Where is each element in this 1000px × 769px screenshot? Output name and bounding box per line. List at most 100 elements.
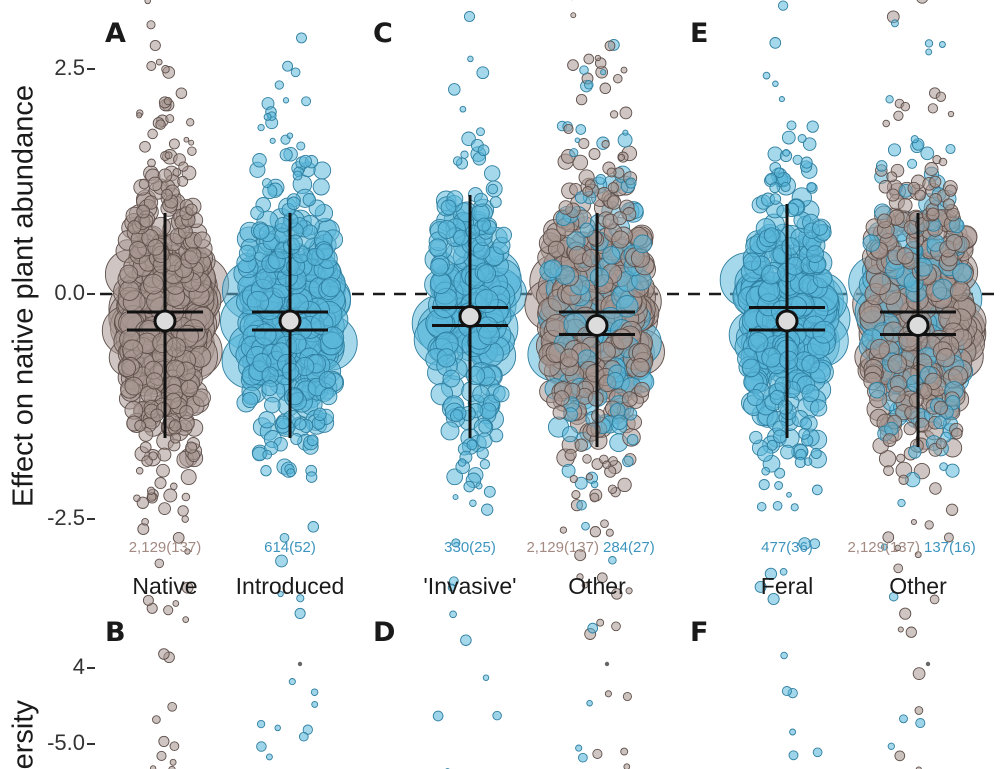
data-point (933, 415, 947, 430)
sample-count: 2,129(137) (526, 539, 599, 556)
data-point (574, 476, 588, 490)
data-point (579, 222, 594, 237)
data-point (436, 348, 457, 368)
data-point (604, 690, 612, 698)
data-point (279, 148, 293, 162)
data-point (920, 146, 935, 161)
data-point (888, 385, 906, 404)
data-point (178, 161, 189, 172)
data-point (156, 463, 170, 478)
data-point (257, 123, 265, 132)
data-point (286, 333, 307, 354)
data-point (945, 143, 956, 155)
data-point (142, 594, 154, 606)
data-point (767, 592, 780, 606)
data-point (779, 567, 788, 576)
data-point (945, 234, 963, 251)
data-point (926, 207, 940, 221)
data-point (578, 752, 588, 763)
data-point (128, 241, 147, 260)
data-point (321, 326, 345, 350)
data-point (460, 634, 472, 646)
mean-point (906, 314, 930, 337)
data-point (802, 137, 817, 151)
data-point (887, 742, 895, 750)
data-point (914, 551, 922, 559)
data-point (141, 517, 149, 526)
data-point (302, 193, 316, 207)
data-point (149, 765, 157, 769)
data-point (479, 459, 491, 470)
data-point (183, 136, 190, 143)
data-point (620, 66, 628, 74)
category-label: Introduced (236, 573, 345, 599)
data-point (169, 741, 180, 752)
data-point (155, 119, 166, 130)
data-point (887, 354, 908, 374)
data-point (869, 273, 892, 295)
data-point (590, 480, 599, 489)
data-point (799, 417, 813, 430)
data-point (177, 505, 189, 517)
data-point (567, 59, 579, 71)
data-point (298, 731, 309, 742)
data-point (894, 544, 902, 552)
data-point (290, 432, 303, 446)
mean-point (585, 314, 609, 337)
data-point (481, 503, 494, 516)
data-point (170, 482, 178, 491)
data-point (296, 141, 306, 151)
data-point (574, 137, 581, 143)
mean-point (775, 309, 799, 333)
data-point (475, 482, 483, 490)
data-point (575, 93, 588, 106)
data-point (746, 388, 764, 407)
data-point (437, 220, 457, 240)
data-point (574, 438, 588, 452)
data-point (163, 605, 174, 616)
data-point (554, 390, 570, 406)
data-point (143, 273, 164, 295)
data-point (600, 519, 609, 529)
data-point (617, 477, 632, 493)
data-point (882, 531, 895, 544)
data-point (262, 449, 273, 460)
data-point (459, 105, 467, 113)
data-point (186, 118, 195, 127)
data-point (811, 484, 823, 496)
data-point (769, 193, 782, 205)
data-point (483, 485, 496, 498)
data-point (792, 154, 803, 165)
data-point (452, 156, 463, 166)
data-point (599, 82, 612, 95)
data-point (602, 246, 621, 265)
data-point (163, 96, 173, 106)
data-point (581, 248, 601, 268)
data-point (766, 439, 778, 451)
data-point (634, 381, 650, 398)
category-labels: Native Introduced 'Invasive' Other Feral Othe… (132, 573, 947, 599)
data-point (442, 369, 461, 388)
data-point (158, 502, 171, 515)
data-point (165, 359, 185, 379)
data-point (172, 600, 180, 607)
data-point (148, 451, 158, 461)
data-point (318, 371, 337, 389)
data-point (778, 96, 785, 103)
data-point (950, 427, 963, 440)
data-point (139, 140, 151, 153)
data-point (463, 10, 476, 23)
data-point (561, 463, 576, 478)
data-point (887, 143, 902, 157)
data-point (582, 186, 594, 197)
data-point (135, 467, 144, 475)
data-point (185, 441, 198, 454)
y-axis-label: Effect on native plant abundance (8, 85, 40, 507)
data-point (294, 418, 307, 431)
data-point (933, 400, 948, 415)
data-point (589, 492, 600, 503)
data-point (617, 153, 626, 161)
data-point (476, 127, 485, 137)
data-point (608, 456, 618, 466)
data-point (161, 188, 173, 201)
